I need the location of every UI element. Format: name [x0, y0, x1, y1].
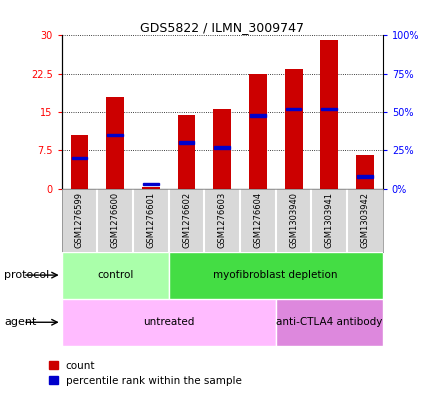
Bar	[321, 108, 337, 110]
Legend: count, percentile rank within the sample: count, percentile rank within the sample	[49, 361, 242, 386]
Bar	[285, 68, 303, 189]
Text: GSM1276603: GSM1276603	[218, 192, 227, 248]
Bar	[70, 135, 88, 189]
Title: GDS5822 / ILMN_3009747: GDS5822 / ILMN_3009747	[140, 21, 304, 34]
Bar	[107, 134, 123, 136]
Text: GSM1276602: GSM1276602	[182, 192, 191, 248]
Bar	[286, 108, 301, 110]
Text: protocol: protocol	[4, 270, 50, 280]
Text: anti-CTLA4 antibody: anti-CTLA4 antibody	[276, 317, 382, 327]
Bar	[249, 73, 267, 189]
Text: GSM1276600: GSM1276600	[110, 192, 120, 248]
Text: untreated: untreated	[143, 317, 194, 327]
Bar	[250, 114, 266, 116]
Bar	[62, 252, 169, 299]
Text: GSM1276601: GSM1276601	[147, 192, 155, 248]
Text: GSM1303941: GSM1303941	[325, 192, 334, 248]
Bar	[62, 299, 276, 346]
Bar	[143, 183, 159, 185]
Text: myofibroblast depletion: myofibroblast depletion	[213, 270, 338, 280]
Bar	[142, 187, 160, 189]
Text: agent: agent	[4, 317, 37, 327]
Bar	[169, 252, 383, 299]
Text: GSM1276604: GSM1276604	[253, 192, 262, 248]
Text: control: control	[97, 270, 133, 280]
Bar	[357, 175, 373, 178]
Bar	[213, 109, 231, 189]
Text: GSM1276599: GSM1276599	[75, 192, 84, 248]
Text: GSM1303940: GSM1303940	[289, 192, 298, 248]
Bar	[214, 146, 230, 149]
Bar	[320, 40, 338, 189]
Bar	[106, 97, 124, 189]
Bar	[356, 155, 374, 189]
Text: GSM1303942: GSM1303942	[360, 192, 370, 248]
Bar	[276, 299, 383, 346]
Bar	[179, 141, 194, 144]
Bar	[178, 114, 195, 189]
Bar	[72, 156, 87, 160]
